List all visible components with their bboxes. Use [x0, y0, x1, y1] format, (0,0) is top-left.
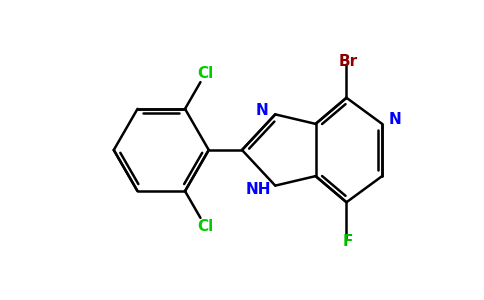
- Text: Cl: Cl: [197, 66, 214, 81]
- Text: N: N: [256, 103, 269, 118]
- Text: F: F: [342, 234, 353, 249]
- Text: N: N: [389, 112, 402, 127]
- Text: Cl: Cl: [197, 219, 214, 234]
- Text: NH: NH: [246, 182, 272, 197]
- Text: Br: Br: [338, 54, 358, 69]
